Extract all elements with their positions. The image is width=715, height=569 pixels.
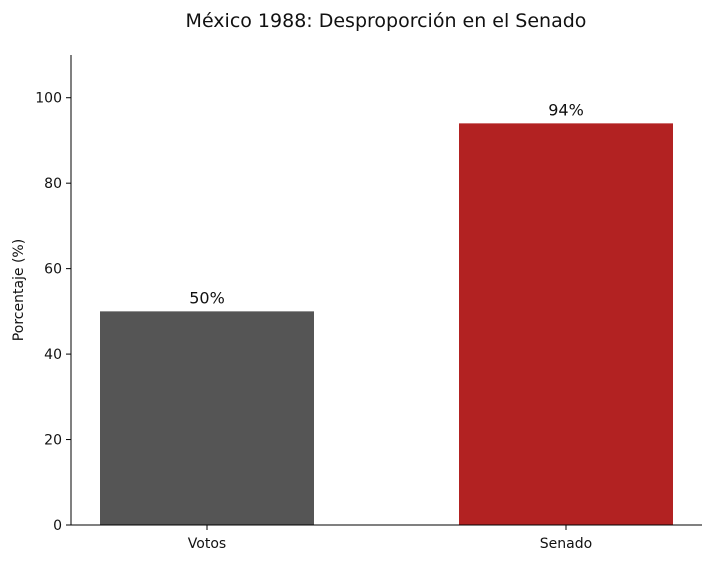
y-tick-label: 40: [44, 347, 62, 363]
y-axis-label: Porcentaje (%): [11, 239, 27, 341]
y-tick-label: 80: [44, 176, 62, 192]
y-tick-label: 0: [53, 518, 62, 534]
chart-title: México 1988: Desproporción en el Senado: [186, 10, 587, 32]
data-label: 94%: [548, 100, 584, 119]
y-tick-label: 60: [44, 262, 62, 278]
x-tick-label: Votos: [188, 536, 226, 552]
x-tick-label: Senado: [540, 536, 592, 552]
y-tick-label: 100: [35, 91, 62, 107]
data-label: 50%: [189, 288, 225, 307]
bar-senado: [459, 123, 673, 525]
bar-votos: [100, 311, 314, 525]
y-tick-label: 20: [44, 433, 62, 449]
